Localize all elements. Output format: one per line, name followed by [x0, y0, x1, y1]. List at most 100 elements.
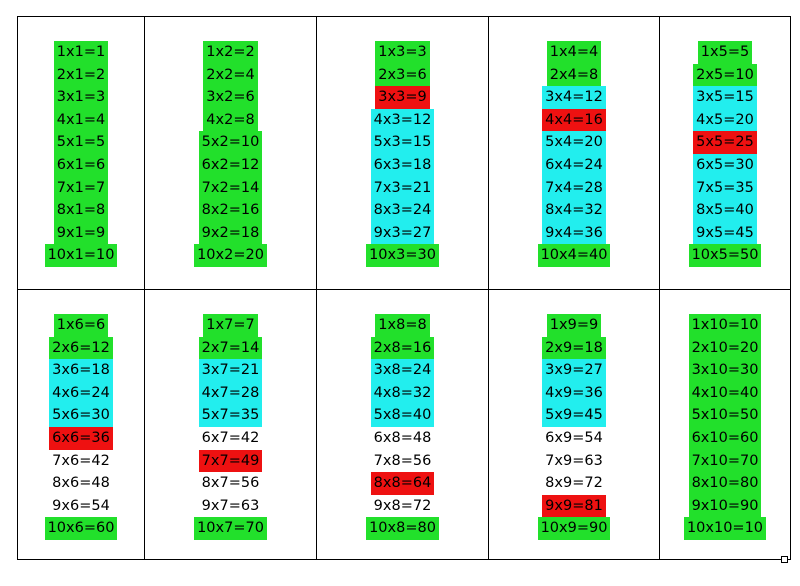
equation-line: 6x7=42 [201, 429, 260, 446]
times-table-2: 1x2=2 2x2=4 3x2=6 4x2=8 5x2=10 6x2=12 7x2=14 8x… [145, 17, 316, 267]
equation-line: 4x2=8 [203, 108, 258, 132]
equation-line: 4x7=28 [198, 381, 263, 405]
table-cell-3: 1x3=3 2x3=6 3x3=9 4x3=12 5x3=15 6x3=18 7x3=21 8… [316, 16, 489, 290]
equation-line: 2x5=10 [693, 63, 757, 87]
equation-line: 1x10=10 [688, 314, 762, 337]
equation-line: 6x3=18 [370, 153, 435, 177]
equation-line: 10x6=60 [44, 517, 118, 540]
resize-handle[interactable] [781, 556, 788, 563]
equation-line: 5x1=5 [53, 131, 109, 154]
equation-line: 8x1=8 [53, 199, 109, 222]
equation-line: 2x7=14 [198, 336, 263, 360]
table-cell-6: 1x6=6 2x6=12 3x6=18 4x6=24 5x6=30 6x6=36 7x6=4… [17, 289, 145, 560]
equation-line: 4x9=36 [542, 381, 606, 405]
equation-line: 2x10=20 [688, 336, 762, 360]
equation-line: 9x2=18 [198, 221, 263, 245]
equation-line: 3x8=24 [370, 359, 435, 382]
equation-line: 6x4=24 [542, 153, 606, 177]
equation-line: 3x4=12 [542, 86, 606, 109]
equation-line: 5x2=10 [198, 131, 263, 154]
equation-line: 3x6=18 [49, 359, 113, 382]
equation-line: 5x10=50 [688, 404, 762, 427]
table-row-top: 1x1=1 2x1=2 3x1=3 4x1=4 5x1=5 6x1=6 7x1=7 8x1=8… [17, 16, 791, 290]
equation-line: 7x2=14 [198, 176, 263, 200]
equation-line: 9x10=90 [688, 494, 762, 518]
equation-line: 2x3=6 [375, 63, 430, 87]
equation-line: 1x8=8 [375, 314, 430, 337]
times-table-5: 1x5=5 2x5=10 3x5=15 4x5=20 5x5=25 6x5=30 7x5=3… [660, 17, 790, 267]
equation-line: 9x8=72 [373, 497, 432, 514]
table-cell-1: 1x1=1 2x1=2 3x1=3 4x1=4 5x1=5 6x1=6 7x1=7 8x1=8… [17, 16, 145, 290]
equation-line: 8x2=16 [198, 199, 263, 222]
equation-line: 9x1=9 [53, 221, 109, 245]
equation-line: 5x8=40 [370, 404, 435, 427]
equation-line: 5x3=15 [370, 131, 435, 154]
equation-line: 4x5=20 [693, 108, 757, 132]
table-row-bottom: 1x6=6 2x6=12 3x6=18 4x6=24 5x6=30 6x6=36 7x6=4… [17, 289, 791, 560]
equation-line: 6x2=12 [198, 153, 263, 177]
equation-line: 9x7=63 [201, 497, 260, 514]
equation-line: 8x5=40 [693, 199, 757, 222]
equation-line: 5x4=20 [542, 131, 606, 154]
equation-line: 7x10=70 [688, 449, 762, 473]
equation-line: 10x2=20 [194, 244, 267, 267]
equation-line: 6x6=36 [49, 426, 113, 450]
equation-line: 6x5=30 [693, 153, 757, 177]
multiplication-table-grid: 1x1=1 2x1=2 3x1=3 4x1=4 5x1=5 6x1=6 7x1=7 8x1=8… [17, 16, 791, 560]
equation-line: 3x5=15 [693, 86, 757, 109]
equation-line: 7x9=63 [545, 452, 603, 469]
equation-line: 8x4=32 [542, 199, 606, 222]
equation-line: 8x9=72 [545, 475, 603, 492]
times-table-8: 1x8=8 2x8=16 3x8=24 4x8=32 5x8=40 6x8=48 7x8=5… [317, 290, 488, 540]
equation-line: 9x6=54 [52, 497, 110, 514]
equation-line: 10x3=30 [366, 244, 439, 267]
equation-line: 8x10=80 [688, 472, 762, 495]
equation-line: 7x3=21 [370, 176, 435, 200]
equation-line: 7x6=42 [52, 452, 110, 469]
table-cell-4: 1x4=4 2x4=8 3x4=12 4x4=16 5x4=20 6x4=24 7x4=28… [488, 16, 660, 290]
times-table-1: 1x1=1 2x1=2 3x1=3 4x1=4 5x1=5 6x1=6 7x1=7 8x1=8… [18, 17, 144, 267]
equation-line: 9x4=36 [542, 221, 606, 245]
equation-line: 2x1=2 [53, 63, 109, 87]
equation-line: 2x2=4 [203, 63, 258, 87]
equation-line: 1x5=5 [697, 41, 753, 64]
equation-line: 4x4=16 [542, 108, 606, 132]
equation-line: 9x3=27 [370, 221, 435, 245]
times-table-10: 1x10=10 2x10=20 3x10=30 4x10=40 5x10=50 6x10=… [660, 290, 790, 540]
equation-line: 6x10=60 [688, 426, 762, 450]
table-cell-2: 1x2=2 2x2=4 3x2=6 4x2=8 5x2=10 6x2=12 7x2=14 8x… [144, 16, 317, 290]
equation-line: 8x6=48 [52, 475, 110, 492]
equation-line: 8x8=64 [370, 472, 435, 495]
equation-line: 9x5=45 [693, 221, 757, 245]
equation-line: 6x9=54 [545, 429, 603, 446]
equation-line: 7x1=7 [53, 176, 109, 200]
equation-line: 1x7=7 [203, 314, 258, 337]
equation-line: 8x7=56 [201, 475, 260, 492]
table-cell-10: 1x10=10 2x10=20 3x10=30 4x10=40 5x10=50 6x10=… [659, 289, 791, 560]
times-table-7: 1x7=7 2x7=14 3x7=21 4x7=28 5x7=35 6x7=42 7x7=4… [145, 290, 316, 540]
equation-line: 1x4=4 [546, 41, 602, 64]
equation-line: 1x1=1 [53, 41, 109, 64]
equation-line: 3x3=9 [375, 86, 430, 109]
equation-line: 5x9=45 [542, 404, 606, 427]
equation-line: 4x3=12 [370, 108, 435, 132]
equation-line: 2x9=18 [542, 336, 606, 360]
table-cell-9: 1x9=9 2x9=18 3x9=27 4x9=36 5x9=45 6x9=54 7x9=6… [488, 289, 660, 560]
table-cell-5: 1x5=5 2x5=10 3x5=15 4x5=20 5x5=25 6x5=30 7x5=3… [659, 16, 791, 290]
equation-line: 3x1=3 [53, 86, 109, 109]
equation-line: 7x7=49 [198, 449, 263, 473]
equation-line: 10x10=10 [683, 517, 767, 540]
equation-line: 4x10=40 [688, 381, 762, 405]
equation-line: 7x4=28 [542, 176, 606, 200]
equation-line: 3x9=27 [542, 359, 606, 382]
equation-line: 3x2=6 [203, 86, 258, 109]
times-table-4: 1x4=4 2x4=8 3x4=12 4x4=16 5x4=20 6x4=24 7x4=28… [489, 17, 659, 267]
table-cell-7: 1x7=7 2x7=14 3x7=21 4x7=28 5x7=35 6x7=42 7x7=4… [144, 289, 317, 560]
equation-line: 5x6=30 [49, 404, 113, 427]
equation-line: 6x8=48 [373, 429, 432, 446]
equation-line: 1x6=6 [53, 314, 109, 337]
equation-line: 10x7=70 [194, 517, 267, 540]
equation-line: 10x4=40 [537, 244, 611, 267]
equation-line: 10x8=80 [366, 517, 439, 540]
equation-line: 4x8=32 [370, 381, 435, 405]
